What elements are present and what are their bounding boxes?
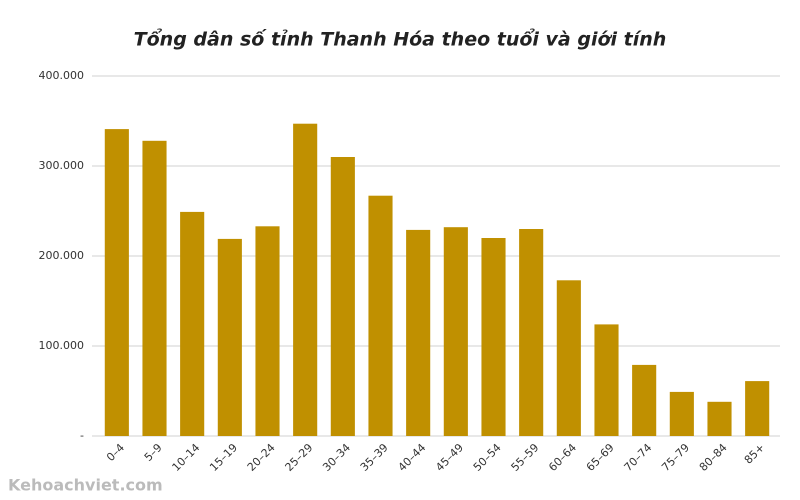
bar <box>255 226 280 436</box>
bar <box>406 229 431 436</box>
y-tick-label: 300.000 <box>39 159 85 172</box>
x-tick-label: 30–34 <box>320 441 353 474</box>
x-tick-label: 35–39 <box>358 441 391 474</box>
bar <box>745 381 770 436</box>
bar <box>481 238 506 436</box>
bar <box>217 238 242 436</box>
watermark: Kehoachviet.com <box>8 476 163 495</box>
x-tick-label: 5–9 <box>142 441 165 464</box>
bar <box>142 140 167 437</box>
bar <box>669 391 694 436</box>
y-tick-label: 100.000 <box>39 339 85 352</box>
x-tick-label: 70–74 <box>622 441 655 474</box>
x-tick-label: 15–19 <box>207 441 240 474</box>
bar <box>104 129 129 436</box>
x-tick-label: 50–54 <box>471 441 504 474</box>
bar <box>519 229 544 436</box>
x-tick-label: 40–44 <box>396 441 429 474</box>
x-tick-label: 65–69 <box>584 441 617 474</box>
x-tick-label: 80–84 <box>697 441 730 474</box>
x-tick-label: 75–79 <box>659 441 692 474</box>
x-tick-label: 20–24 <box>245 441 278 474</box>
bar <box>293 123 318 436</box>
x-tick-label: 45–49 <box>433 441 466 474</box>
chart-title: Tổng dân số tỉnh Thanh Hóa theo tuổi và … <box>134 28 667 51</box>
y-tick-label: 200.000 <box>39 249 85 262</box>
y-tick-label: - <box>80 429 84 442</box>
bar <box>368 195 393 436</box>
bar <box>707 401 732 436</box>
x-tick-label: 25–29 <box>283 441 316 474</box>
bar <box>556 280 581 436</box>
x-tick-label: 85+ <box>742 441 768 467</box>
x-tick-label: 60–64 <box>546 441 579 474</box>
x-tick-label: 55–59 <box>509 441 542 474</box>
x-tick-label: 10–14 <box>170 441 203 474</box>
bar <box>594 324 619 436</box>
bar <box>180 211 205 436</box>
bar <box>443 227 468 436</box>
y-tick-label: 400.000 <box>39 69 85 82</box>
bar <box>632 364 657 436</box>
bar <box>330 157 355 436</box>
x-tick-label: 0–4 <box>104 441 127 464</box>
